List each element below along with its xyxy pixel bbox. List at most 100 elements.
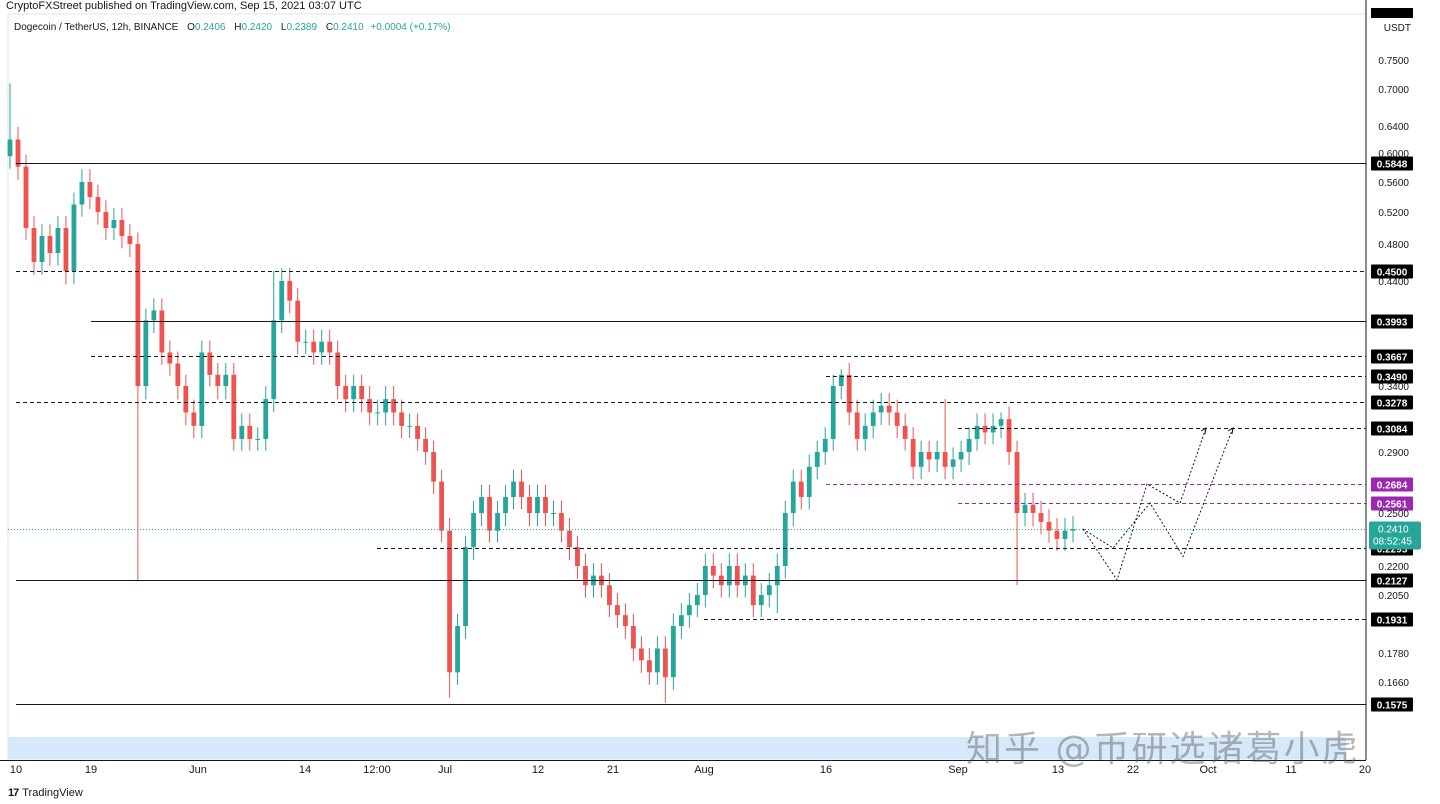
level-tag-label: 0.4500 [1377, 268, 1408, 279]
level-tag [1371, 369, 1413, 384]
candle [71, 204, 77, 271]
price-tick-label: 0.2900 [1378, 448, 1409, 459]
candle [950, 459, 956, 467]
candle [878, 405, 884, 413]
candle [271, 320, 277, 400]
candle [119, 220, 125, 236]
time-tick-label: 19 [85, 764, 97, 776]
level-tag-label: 0.2127 [1377, 577, 1408, 588]
level-tag-label: 0.3993 [1377, 318, 1408, 329]
candle [678, 615, 684, 626]
price-tick-label: 0.4800 [1378, 240, 1409, 251]
candle [415, 425, 421, 439]
projection-arrow-icon [1200, 427, 1207, 435]
price-tick-label: 0.1660 [1378, 678, 1409, 689]
candle [55, 228, 61, 253]
symbol-legend: Dogecoin / TetherUS, 12h, BINANCE O0.240… [14, 22, 451, 33]
candle [479, 496, 484, 513]
high-label: H [234, 22, 242, 33]
candle [798, 481, 804, 497]
candle [966, 438, 972, 452]
open-value: 0.2406 [194, 22, 226, 33]
candle [726, 566, 732, 586]
level-tag [1371, 349, 1413, 364]
candles-layer [7, 83, 1076, 703]
level-tag-label: 0.1931 [1377, 616, 1408, 627]
candle [367, 399, 373, 413]
projection-line [1082, 427, 1234, 558]
candle [319, 341, 325, 353]
candle [439, 481, 444, 531]
time-tick-label: Jul [438, 764, 452, 776]
candle [87, 182, 93, 197]
candle [7, 139, 13, 157]
candle [303, 341, 309, 343]
level-tag [1371, 697, 1413, 712]
candle [934, 452, 940, 460]
candle [159, 310, 165, 353]
candle [647, 660, 652, 673]
candle [135, 244, 141, 386]
close-value: 0.2410 [333, 22, 364, 33]
candle [311, 341, 317, 353]
level-tag [1371, 477, 1413, 492]
projection-path [1082, 427, 1234, 582]
candle [231, 374, 237, 439]
candle [95, 197, 101, 212]
candle [47, 236, 53, 253]
candle [662, 648, 668, 678]
candle [639, 648, 644, 661]
current-price-value: 0.2410 [1378, 525, 1409, 536]
candle [143, 320, 149, 386]
level-tag [1371, 395, 1413, 410]
candle [694, 595, 700, 606]
candle [710, 566, 716, 576]
candle [215, 374, 221, 386]
candle [870, 412, 876, 426]
time-axis[interactable]: 10 19 Jun 14 12:00 Jul 12 21 Aug 16 Sep 13 22 Oct 11 20 [0, 760, 1371, 777]
candle [391, 399, 397, 413]
candle [255, 438, 261, 440]
candle [686, 605, 692, 616]
candle [495, 513, 500, 531]
tradingview-brand[interactable]: 17 TradingView [8, 787, 83, 799]
candle [239, 425, 245, 439]
session-band [8, 737, 1346, 759]
open-label: O [187, 22, 195, 33]
price-axis[interactable]: 0.5848 0.4500 0.3993 0.3667 0.3490 0.3278 0.30… [1365, 0, 1421, 760]
low-value: 0.2389 [286, 22, 318, 33]
level-tag [1371, 156, 1413, 171]
candle [670, 625, 676, 678]
bar-countdown: 08:52:45 [1373, 537, 1412, 548]
candle [942, 452, 948, 467]
candle [838, 374, 844, 386]
chart-background [7, 13, 1367, 761]
candle [463, 547, 468, 626]
candle [790, 481, 796, 513]
time-tick-label: 10 [10, 764, 22, 776]
candle [23, 166, 29, 228]
candle [1046, 521, 1052, 531]
candle [535, 496, 540, 513]
top-clipped-tag [1371, 8, 1413, 18]
candle [982, 425, 988, 433]
candle [926, 452, 932, 460]
candle [343, 386, 349, 400]
level-tag [1371, 496, 1413, 511]
candle [183, 386, 189, 413]
price-tick-label: 0.7500 [1378, 56, 1409, 67]
candle [503, 496, 508, 513]
change-value: +0.0004 (+0.17%) [370, 22, 451, 33]
candle [375, 412, 381, 414]
candle [191, 412, 197, 426]
time-tick-label: 11 [1285, 764, 1296, 776]
candle [527, 496, 532, 513]
candle [15, 139, 21, 167]
candle [207, 352, 213, 375]
price-tick-label: 0.7000 [1378, 85, 1409, 96]
candle [263, 399, 269, 439]
candle [902, 425, 908, 439]
candle [1038, 513, 1044, 522]
price-tick-label: 0.2500 [1378, 509, 1409, 520]
